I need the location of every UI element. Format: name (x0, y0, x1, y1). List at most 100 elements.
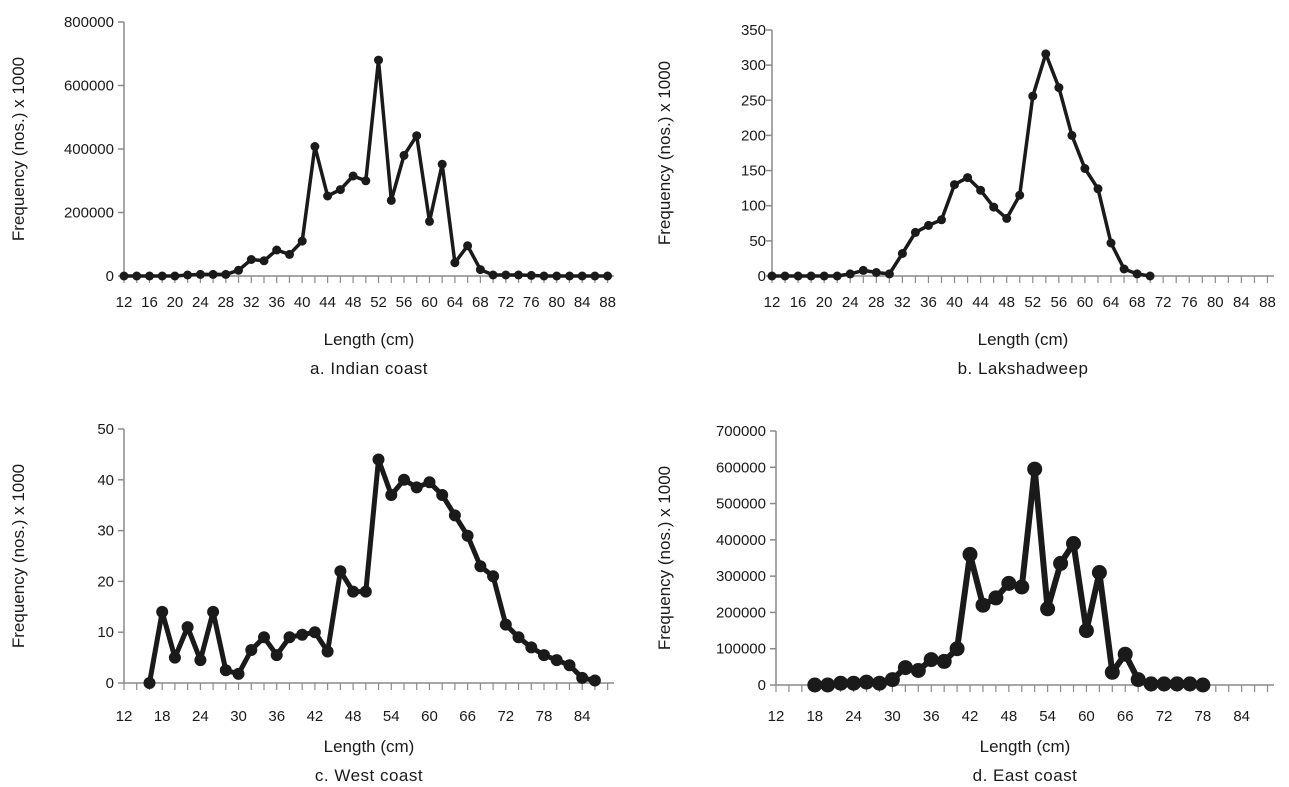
data-point (1119, 264, 1129, 274)
x-tick-label: 28 (868, 294, 885, 311)
data-point (323, 191, 333, 201)
y-tick-label: 600000 (716, 459, 766, 476)
data-point (807, 677, 823, 693)
data-point (846, 675, 862, 691)
data-point (501, 270, 511, 280)
x-tick-label: 76 (1181, 294, 1198, 311)
x-tick-label: 44 (319, 294, 336, 311)
data-point (1078, 623, 1094, 639)
data-point (1132, 269, 1142, 279)
x-tick-label: 48 (1000, 708, 1017, 725)
panel-caption: c. West coast (315, 766, 423, 785)
x-tick-label: 24 (842, 294, 859, 311)
x-tick-label: 72 (497, 294, 514, 311)
data-point (194, 654, 207, 667)
data-point (563, 659, 576, 672)
data-point (399, 150, 409, 160)
x-tick-label: 28 (217, 294, 234, 311)
data-point (219, 664, 232, 677)
data-point (924, 220, 933, 230)
data-point (310, 142, 320, 151)
data-point (859, 674, 874, 690)
x-tick-label: 88 (1259, 294, 1276, 311)
chart-panel-1: 0 200000 400000 600000 800000 12 16 20 24 28 32 36 4… (9, 14, 616, 378)
data-point (1015, 190, 1025, 200)
x-tick-label: 12 (116, 294, 133, 311)
data-point (550, 654, 563, 667)
x-tick-label: 36 (268, 294, 285, 311)
data-point (474, 560, 487, 573)
x-tick-label: 20 (816, 294, 833, 311)
data-point (143, 677, 156, 689)
data-point (321, 645, 334, 658)
chart-panel-2: 0 50 100 150 200 250 300 350 12 16 20 24 28 32 36 40 44 4… (655, 22, 1276, 378)
data-point (949, 641, 965, 657)
data-point (526, 270, 536, 280)
data-point (1054, 83, 1064, 93)
data-point (590, 271, 600, 281)
data-point (347, 585, 360, 598)
data-point (565, 271, 574, 281)
data-point (988, 590, 1004, 606)
y-axis-title: Frequency (nos.) x 1000 (9, 464, 28, 648)
data-point (297, 236, 307, 246)
data-point (296, 628, 309, 641)
y-tick-label: 100000 (716, 641, 766, 658)
x-axis-title: Length (cm) (978, 330, 1069, 349)
x-tick-label: 12 (116, 708, 133, 725)
y-tick-label: 250 (741, 92, 766, 109)
data-point (832, 271, 842, 281)
data-point (525, 641, 538, 654)
x-tick-label: 66 (459, 708, 476, 725)
data-point (499, 618, 512, 631)
data-point (335, 185, 345, 195)
panel-caption: a. Indian coast (310, 359, 428, 378)
data-point (221, 269, 231, 279)
data-point (819, 271, 829, 281)
data-point (168, 651, 181, 664)
data-point (552, 271, 562, 281)
data-point (207, 605, 220, 618)
data-point (436, 489, 449, 501)
x-tick-label: 56 (1051, 294, 1068, 311)
data-point (461, 529, 474, 542)
x-tick-label: 80 (1207, 294, 1224, 311)
data-point (1195, 677, 1211, 693)
y-axis-title: Frequency (nos.) x 1000 (655, 61, 674, 245)
data-point (820, 677, 836, 693)
data-point (1067, 130, 1077, 140)
data-point (897, 249, 907, 258)
data-point (845, 269, 855, 279)
y-tick-label: 400000 (716, 532, 766, 549)
data-point (195, 269, 205, 279)
data-point (334, 565, 347, 578)
x-tick-label: 88 (599, 294, 616, 311)
data-point (1143, 676, 1159, 692)
x-tick-label: 66 (1117, 708, 1134, 725)
x-tick-label: 36 (920, 294, 937, 311)
panel-caption: b. Lakshadweep (958, 359, 1089, 378)
data-point (1117, 646, 1133, 662)
x-tick-label: 36 (923, 708, 940, 725)
x-tick-label: 12 (768, 708, 785, 725)
data-point (398, 473, 410, 486)
data-point (425, 216, 434, 226)
y-tick-label: 200000 (64, 205, 114, 222)
data-point (270, 649, 283, 662)
x-tick-label: 20 (167, 294, 184, 311)
x-tick-label: 30 (884, 708, 901, 725)
data-point (577, 271, 587, 281)
data-point (1014, 579, 1030, 595)
data-point (962, 546, 978, 562)
x-tick-label: 60 (1077, 294, 1094, 311)
x-tick-label: 52 (370, 294, 387, 311)
x-tick-label: 48 (345, 294, 362, 311)
data-point (1001, 575, 1017, 591)
data-point (793, 271, 803, 281)
x-tick-label: 72 (1155, 294, 1172, 311)
data-point (910, 227, 920, 237)
x-tick-label: 68 (1129, 294, 1146, 311)
y-tick-label: 0 (106, 675, 114, 692)
data-point (806, 271, 816, 281)
